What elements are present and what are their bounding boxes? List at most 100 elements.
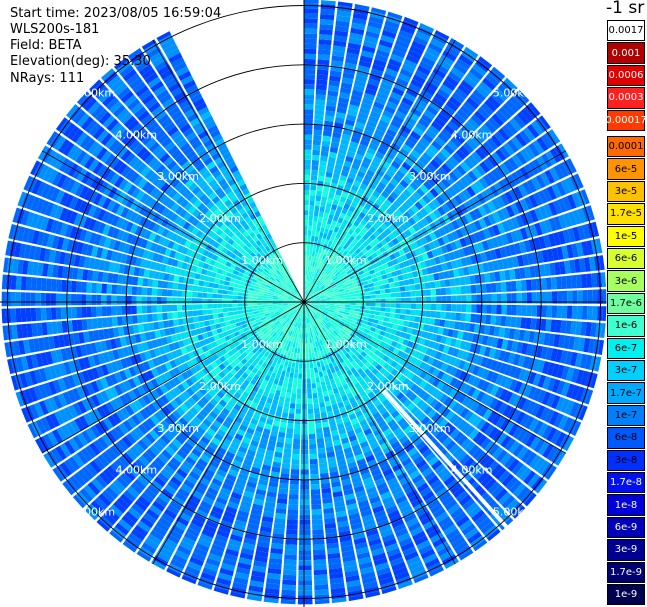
ppi-gate	[203, 384, 211, 393]
ppi-gate	[496, 449, 508, 463]
ppi-gate	[382, 110, 394, 119]
ppi-gate	[325, 323, 331, 329]
ppi-gate	[382, 496, 394, 505]
ppi-gate	[408, 83, 421, 94]
ppi-gate	[441, 495, 455, 507]
ppi-gate	[319, 376, 325, 383]
ppi-gate	[342, 335, 348, 341]
ppi-gate	[322, 349, 328, 355]
ppi-gate	[535, 345, 543, 359]
ppi-gate	[118, 326, 125, 337]
ppi-gate	[415, 377, 423, 386]
ppi-gate	[229, 343, 236, 350]
ppi-gate	[372, 473, 384, 482]
ppi-gate	[517, 355, 526, 367]
ppi-gate	[317, 59, 330, 66]
ppi-gate	[565, 383, 575, 399]
ppi-gate	[407, 272, 414, 279]
ppi-gate	[157, 313, 163, 321]
ppi-gate	[354, 357, 361, 364]
ppi-gate	[332, 173, 340, 180]
ppi-gate	[555, 396, 566, 412]
ppi-gate	[342, 316, 348, 321]
ppi-gate	[62, 391, 72, 405]
ppi-gate	[179, 445, 191, 456]
ppi-gate	[529, 224, 538, 237]
ppi-gate	[282, 304, 288, 306]
ppi-gate	[390, 303, 396, 308]
ppi-gate	[407, 447, 418, 457]
ppi-gate	[141, 305, 147, 314]
ppi-gate	[341, 77, 354, 85]
ppi-gate	[249, 390, 257, 397]
ppi-gate	[266, 418, 274, 426]
ppi-gate	[299, 328, 302, 334]
ppi-gate	[393, 281, 400, 287]
ppi-gate	[443, 396, 453, 407]
ppi-gate	[396, 471, 408, 481]
ppi-gate	[150, 480, 163, 492]
ppi-gate	[308, 295, 314, 299]
ppi-gate	[338, 374, 345, 381]
ppi-gate	[334, 307, 340, 311]
ppi-gate	[232, 327, 239, 333]
ppi-gate	[387, 11, 403, 20]
ppi-gate	[187, 351, 195, 360]
ppi-gate	[133, 478, 146, 491]
ppi-gate	[540, 346, 548, 360]
ppi-gate	[253, 457, 264, 465]
ppi-gate	[523, 164, 535, 178]
ppi-gate	[537, 374, 547, 388]
ppi-gate	[509, 480, 522, 494]
ppi-gate	[449, 443, 460, 455]
ppi-gate	[455, 206, 464, 217]
ppi-gate	[423, 180, 433, 191]
ppi-gate	[470, 134, 482, 147]
ppi-gate	[290, 341, 294, 347]
ppi-gate	[238, 376, 246, 384]
ppi-gate	[431, 120, 443, 132]
ppi-gate	[437, 132, 449, 144]
ppi-gate	[487, 213, 497, 225]
ppi-gate	[190, 366, 198, 375]
ppi-gate	[493, 400, 504, 412]
ppi-gate	[208, 319, 215, 326]
ppi-gate	[379, 215, 387, 223]
ppi-gate	[235, 514, 248, 523]
ppi-gate	[341, 355, 348, 362]
ppi-gate	[301, 318, 303, 324]
ppi-gate	[375, 415, 384, 424]
ppi-gate	[314, 296, 320, 299]
ppi-gate	[203, 320, 210, 327]
ppi-gate	[214, 433, 224, 442]
ppi-gate	[505, 498, 519, 513]
ppi-gate	[239, 317, 245, 322]
ppi-gate	[468, 323, 476, 333]
ppi-gate	[333, 35, 348, 43]
ppi-gate	[331, 274, 337, 280]
ppi-gate	[364, 586, 380, 595]
ppi-gate	[324, 331, 330, 337]
ppi-gate	[335, 20, 350, 28]
ppi-gate	[477, 127, 489, 140]
ppi-gate	[208, 336, 216, 343]
ppi-gate	[127, 378, 137, 389]
ppi-gate	[327, 287, 333, 291]
ppi-gate	[398, 248, 406, 256]
ppi-gate	[287, 312, 293, 317]
ppi-gate	[380, 160, 391, 169]
ppi-gate	[544, 169, 556, 184]
ppi-gate	[371, 547, 385, 557]
ppi-gate	[279, 426, 287, 433]
ppi-gate	[336, 397, 343, 404]
ppi-gate	[528, 331, 536, 343]
ppi-gate	[374, 210, 382, 219]
ppi-gate	[477, 242, 485, 253]
ppi-gate	[444, 124, 456, 136]
ppi-gate	[207, 304, 213, 309]
ppi-gate	[511, 171, 522, 185]
ppi-gate	[177, 311, 183, 319]
ppi-gate	[324, 522, 337, 529]
ppi-gate	[520, 227, 529, 240]
ppi-gate	[141, 372, 150, 382]
